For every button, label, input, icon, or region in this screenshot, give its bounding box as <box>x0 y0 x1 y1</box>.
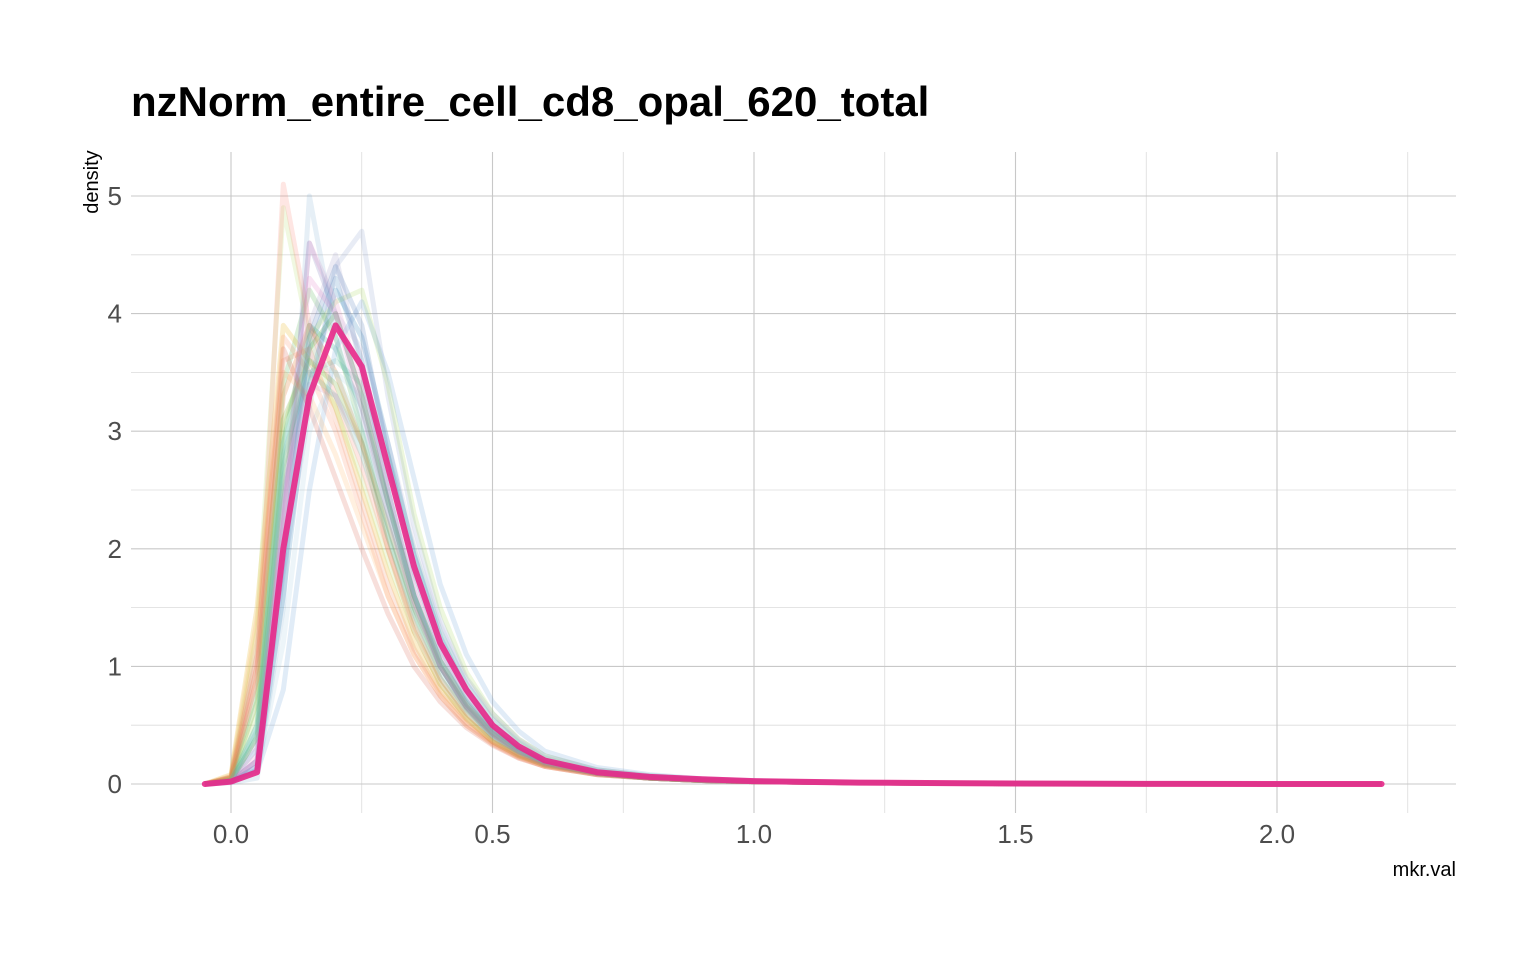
x-tick-label: 0.5 <box>474 819 510 849</box>
y-axis-label: density <box>81 150 103 213</box>
y-tick-label: 4 <box>108 299 122 329</box>
y-tick-label: 2 <box>108 534 122 564</box>
y-tick-label: 3 <box>108 416 122 446</box>
y-axis-ticks: 0 1 2 3 4 5 <box>108 181 122 799</box>
x-tick-label: 1.5 <box>997 819 1033 849</box>
x-tick-label: 2.0 <box>1259 819 1295 849</box>
series-line-highlight <box>201 322 1385 787</box>
x-axis-label: mkr.val <box>1393 859 1456 881</box>
grid <box>131 152 1456 813</box>
x-axis-ticks: 0.0 0.5 1.0 1.5 2.0 <box>213 819 1295 849</box>
series-line <box>203 322 1382 787</box>
x-tick-label: 0.0 <box>213 819 249 849</box>
y-tick-label: 5 <box>108 181 122 211</box>
chart-title: nzNorm_entire_cell_cd8_opal_620_total <box>131 78 929 125</box>
series-lines <box>201 181 1385 787</box>
y-tick-label: 1 <box>108 651 122 681</box>
y-tick-label: 0 <box>108 769 122 799</box>
x-tick-label: 1.0 <box>736 819 772 849</box>
